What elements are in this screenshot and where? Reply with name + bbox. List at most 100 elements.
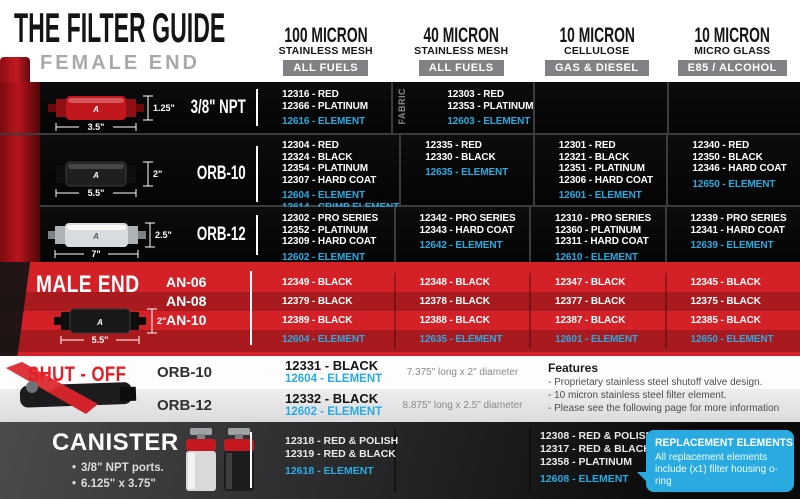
part-number: 12377 - BLACK (529, 292, 665, 311)
fuel-type-badge: ALL FUELS (283, 60, 369, 76)
part-number: 12331 - BLACK (285, 358, 379, 373)
brand-mark: A (96, 318, 103, 327)
part-number: 12340 - RED (692, 140, 750, 151)
element-part-number: 12602 - ELEMENT (282, 251, 365, 263)
element-part-number: 12639 - ELEMENT (690, 240, 774, 251)
cell-10-micron-cellulose: 12310 - PRO SERIES 12360 - PLATINUM 1231… (529, 207, 665, 263)
row-label-area: A 2" 5.5" ORB-10 (0, 135, 258, 213)
part-number: 12309 - HARD COAT (282, 236, 377, 247)
feature-item: - Proprietary stainless steel shutoff va… (548, 377, 763, 388)
part-number: 12351 - PLATINUM (558, 163, 645, 174)
table-row-elements: 12604 - ELEMENT 12635 - ELEMENT 12601 - … (258, 330, 800, 349)
part-number: 12306 - HARD COAT (558, 174, 654, 186)
cell-100-micron: 12318 - RED & POLISH 12319 - RED & BLACK… (285, 435, 398, 478)
part-number: 12332 - BLACK (285, 391, 379, 406)
element-part-number: 12635 - ELEMENT (393, 330, 530, 349)
part-number: 12345 - BLACK (664, 273, 800, 292)
cell-10-micron-cellulose-empty (533, 82, 666, 133)
fabric-note: FABRIC (397, 88, 408, 125)
canister-illustration (186, 428, 254, 491)
part-number: 12307 - HARD COAT (282, 174, 377, 186)
label-column-divider (250, 432, 252, 488)
part-number: 12308 - RED & POLISH (540, 430, 654, 442)
row-label: ORB-10 (197, 163, 246, 184)
feature-item: - Please see the following page for more… (548, 403, 780, 414)
dimensions-text-orb12: 8.875" long x 2.5" diameter (402, 400, 523, 411)
table-row-orb10: A 2" 5.5" ORB-10 12304 - RED 12324 - BLA… (0, 135, 800, 213)
element-part-number: 12635 - ELEMENT (425, 167, 509, 178)
row-stripe (0, 292, 800, 311)
element-part-number: 12610 - ELEMENT (555, 251, 638, 263)
part-number: 12354 - PLATINUM (282, 163, 369, 174)
part-number: 12378 - BLACK (393, 292, 530, 311)
features-block: Features - Proprietary stainless steel s… (548, 361, 779, 415)
element-part-number: 12618 - ELEMENT (285, 465, 374, 477)
shutoff-parts-orb12: 12332 - BLACK 12602 - ELEMENT (285, 392, 382, 419)
column-subtitle: MICRO GLASS (694, 45, 771, 57)
part-number: 12387 - BLACK (529, 311, 665, 330)
column-header-100-micron: 100 MICRON STAINLESS MESH ALL FUELS (258, 0, 394, 82)
section-canister: CANISTER 3/8" NPT ports. 6.125" x 3.75" … (0, 422, 800, 499)
row-label: AN-08 (166, 293, 207, 309)
element-part-number: 12602 - ELEMENT (285, 406, 383, 418)
part-number: 12319 - RED & BLACK (285, 448, 396, 460)
row-label-orb12: ORB-12 (157, 397, 213, 414)
part-number: 12388 - BLACK (393, 311, 530, 330)
column-title: 40 MICRON (423, 24, 499, 47)
element-part-number: 12650 - ELEMENT (664, 330, 800, 349)
part-number: 12343 - HARD COAT (419, 224, 514, 236)
element-part-number: 12604 - ELEMENT (285, 373, 383, 385)
part-number: 12321 - BLACK (558, 151, 630, 163)
row-label-orb10: ORB-10 (157, 364, 213, 381)
part-number: 12348 - BLACK (393, 273, 530, 292)
part-number: 12349 - BLACK (282, 277, 353, 288)
part-number: 12375 - BLACK (664, 292, 800, 311)
callout-title: REPLACEMENT ELEMENTS (655, 437, 793, 449)
replacement-elements-callout: REPLACEMENT ELEMENTS All replacement ele… (637, 430, 794, 492)
part-number: 12346 - HARD COAT (692, 163, 787, 174)
element-part-number: 12604 - ELEMENT (282, 190, 365, 201)
part-number: 12311 - HARD COAT (555, 236, 649, 247)
column-headers: 100 MICRON STAINLESS MESH ALL FUELS 40 M… (258, 0, 800, 82)
part-number: 12316 - RED (282, 89, 339, 100)
cell-40-micron: 12335 - RED 12330 - BLACK 12635 - ELEMEN… (399, 135, 533, 213)
inline-filter-illustration: A 2.5" 7" (48, 222, 172, 259)
fuel-type-badge: GAS & DIESEL (544, 60, 649, 76)
header: THE FILTER GUIDE FEMALE END 100 MICRON S… (0, 0, 800, 82)
cell-10-micron-micro-glass: 12339 - PRO SERIES 12341 - HARD COAT 126… (664, 207, 800, 263)
column-subtitle: STAINLESS MESH (414, 45, 509, 57)
element-part-number: 12601 - ELEMENT (529, 330, 665, 349)
cell-10-micron-cellulose: 12301 - RED 12321 - BLACK 12351 - PLATIN… (532, 135, 667, 213)
element-part-number: 12642 - ELEMENT (419, 240, 503, 251)
column-title: 10 MICRON (559, 24, 635, 47)
cell-40-micron: 12342 - PRO SERIES 12343 - HARD COAT 126… (393, 207, 530, 263)
part-number: 12335 - RED (425, 140, 482, 151)
table-row-an08: 12379 - BLACK 12378 - BLACK 12377 - BLAC… (258, 292, 800, 311)
column-header-10-micron-cellulose: 10 MICRON CELLULOSE GAS & DIESEL (529, 0, 665, 82)
cell-40-micron: FABRIC 12303 - RED 12353 - PLATINUM 1260… (391, 82, 533, 133)
row-label: AN-10 (166, 312, 207, 328)
table-row-an10: 12389 - BLACK 12388 - BLACK 12387 - BLAC… (258, 311, 800, 330)
part-number: 12301 - RED (558, 140, 616, 151)
element-part-number: 12650 - ELEMENT (692, 178, 776, 190)
element-part-number: 12601 - ELEMENT (558, 190, 642, 201)
features-title: Features (548, 361, 599, 375)
red-filter-photo-corner (0, 57, 30, 82)
part-number: 12350 - BLACK (692, 151, 763, 163)
column-divider (394, 428, 396, 492)
table-row-orb12: A 2.5" 7" ORB-12 12302 - PRO SERIES 1235… (0, 207, 800, 263)
column-header-40-micron: 40 MICRON STAINLESS MESH ALL FUELS (394, 0, 530, 82)
section-shut-off: SHUT - OFF ORB-10 ORB-12 12331 - BLACK 1… (0, 356, 800, 422)
section-title: CANISTER (52, 429, 179, 456)
brand-mark: A (92, 105, 99, 114)
callout-text: All replacement elements include (x1) fi… (655, 452, 778, 487)
red-filter-photo-strip (0, 135, 40, 213)
part-number: 12353 - PLATINUM (447, 100, 534, 112)
canister-bullet: 3/8" NPT ports. (72, 462, 164, 474)
row-separator (0, 133, 800, 135)
shutoff-parts-orb10: 12331 - BLACK 12604 - ELEMENT (285, 359, 382, 386)
column-subtitle: CELLULOSE (564, 45, 630, 57)
part-number: 12318 - RED & POLISH (285, 435, 399, 447)
dimension-label-length: 7" (91, 249, 100, 259)
dimension-label-length: 3.5" (88, 122, 105, 131)
